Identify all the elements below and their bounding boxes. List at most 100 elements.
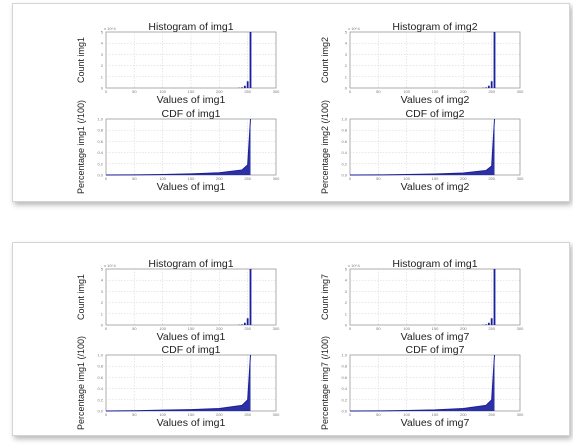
axis-exponent: x 10^4 <box>104 26 116 31</box>
subplot-cdf: 0 50 100 150 200 250 300 0.0 0.2 0.4 0.6 0.8 1.0 CDF … <box>76 100 280 194</box>
y-tick-label: 0.8 <box>97 128 103 133</box>
y-tick-label: 1.0 <box>341 353 347 358</box>
y-tick-label: 3 <box>101 52 104 57</box>
x-tick-label: 250 <box>488 176 495 181</box>
x-axis-label: Values of img7 <box>401 331 470 343</box>
subplot-histogram: 0 50 100 150 200 250 300 0 1 2 3 4 5x 10^4 Histogram … <box>320 258 524 343</box>
subplot-title: Histogram of img1 <box>148 258 233 270</box>
x-tick-label: 0 <box>105 176 108 181</box>
y-tick-label: 0 <box>101 86 104 91</box>
x-tick-label: 300 <box>517 89 524 94</box>
histogram-bar <box>246 318 249 325</box>
x-tick-label: 150 <box>432 176 439 181</box>
x-tick-label: 200 <box>216 176 223 181</box>
y-tick-label: 5 <box>101 30 104 35</box>
x-tick-label: 50 <box>376 176 381 181</box>
x-tick-label: 50 <box>132 176 137 181</box>
y-axis-label: Count img2 <box>320 37 330 83</box>
histogram-bar <box>249 32 252 88</box>
x-tick-label: 300 <box>273 326 280 331</box>
x-tick-label: 250 <box>244 89 251 94</box>
y-tick-label: 0.0 <box>97 409 103 414</box>
x-tick-label: 100 <box>159 412 166 417</box>
y-tick-label: 1.0 <box>341 117 347 122</box>
y-axis-label: Count img7 <box>320 274 330 320</box>
y-tick-label: 4 <box>101 41 104 46</box>
subplot-title: CDF of img1 <box>162 108 221 120</box>
x-tick-label: 100 <box>159 176 166 181</box>
cdf-line <box>349 354 495 412</box>
y-tick-label: 1 <box>345 311 348 316</box>
x-tick-label: 150 <box>188 89 195 94</box>
x-axis-label: Values of img1 <box>157 94 226 106</box>
x-tick-label: 100 <box>159 89 166 94</box>
x-tick-label: 0 <box>349 326 352 331</box>
y-tick-label: 2 <box>345 63 348 68</box>
x-tick-label: 150 <box>188 412 195 417</box>
x-tick-label: 150 <box>432 89 439 94</box>
y-tick-label: 0.2 <box>97 161 103 166</box>
x-tick-label: 300 <box>517 412 524 417</box>
y-tick-label: 0.4 <box>341 150 347 155</box>
x-tick-label: 250 <box>488 326 495 331</box>
x-tick-label: 250 <box>244 176 251 181</box>
x-tick-label: 300 <box>517 326 524 331</box>
y-tick-label: 2 <box>345 300 348 305</box>
y-tick-label: 0.6 <box>97 375 103 380</box>
x-axis-label: Values of img7 <box>401 417 470 429</box>
x-tick-label: 300 <box>273 412 280 417</box>
y-tick-label: 3 <box>101 289 104 294</box>
y-axis-label: Count img1 <box>76 274 86 320</box>
x-axis-label: Values of img1 <box>157 331 226 343</box>
y-tick-label: 1 <box>345 74 348 79</box>
figure-panel-top: 0 50 100 150 200 250 300 0 1 2 3 4 5 x 10^4 Histogram … <box>12 3 570 202</box>
subplot-cdf: 0 50 100 150 200 250 300 0.0 0.2 0.4 0.6 0.8 1.0 CDF … <box>320 336 524 430</box>
axis-exponent: x 10^4 <box>348 26 360 31</box>
y-tick-label: 0.2 <box>341 397 347 402</box>
histogram-bar <box>493 32 496 88</box>
x-tick-label: 0 <box>349 176 352 181</box>
y-tick-label: 5 <box>345 30 348 35</box>
histogram-bar <box>243 322 246 325</box>
cdf-line <box>105 354 251 412</box>
x-tick-label: 100 <box>403 412 410 417</box>
y-tick-label: 4 <box>101 278 104 283</box>
y-tick-label: 0 <box>345 86 348 91</box>
y-tick-label: 0.0 <box>341 409 347 414</box>
x-tick-label: 50 <box>132 326 137 331</box>
histogram-bar <box>243 85 246 88</box>
x-tick-label: 150 <box>432 326 439 331</box>
histogram-bar <box>493 269 496 325</box>
y-axis-label: Count img1 <box>76 37 86 83</box>
histogram-bar <box>485 324 487 325</box>
y-tick-label: 1 <box>101 311 104 316</box>
subplot-title: Histogram of img1 <box>392 258 477 270</box>
cdf-line <box>105 118 251 176</box>
y-axis-label: Percentage img7 (/100) <box>320 336 330 430</box>
histogram-bar <box>249 269 252 325</box>
y-tick-label: 0 <box>101 323 104 328</box>
histogram-bar <box>487 322 490 325</box>
x-tick-label: 100 <box>403 326 410 331</box>
histogram-bar <box>490 318 493 325</box>
x-tick-label: 250 <box>244 326 251 331</box>
y-tick-label: 1 <box>101 74 104 79</box>
x-tick-label: 300 <box>273 89 280 94</box>
y-tick-label: 2 <box>101 63 104 68</box>
y-tick-label: 0 <box>345 323 348 328</box>
y-tick-label: 3 <box>345 289 348 294</box>
y-axis-label: Percentage img1 (/100) <box>76 336 86 430</box>
x-tick-label: 250 <box>488 89 495 94</box>
x-tick-label: 0 <box>349 89 352 94</box>
y-tick-label: 3 <box>345 52 348 57</box>
subplot-title: CDF of img7 <box>406 344 465 356</box>
axis-exponent: x 10^4 <box>348 263 360 268</box>
x-axis-label: Values of img2 <box>401 181 470 193</box>
x-tick-label: 200 <box>216 326 223 331</box>
subplot-cdf: 0 50 100 150 200 250 300 0.0 0.2 0.4 0.6 0.8 1.0 CDF … <box>320 100 524 194</box>
x-tick-label: 100 <box>159 326 166 331</box>
y-tick-label: 0.4 <box>97 150 103 155</box>
x-tick-label: 250 <box>488 412 495 417</box>
histogram-bar <box>246 81 249 88</box>
